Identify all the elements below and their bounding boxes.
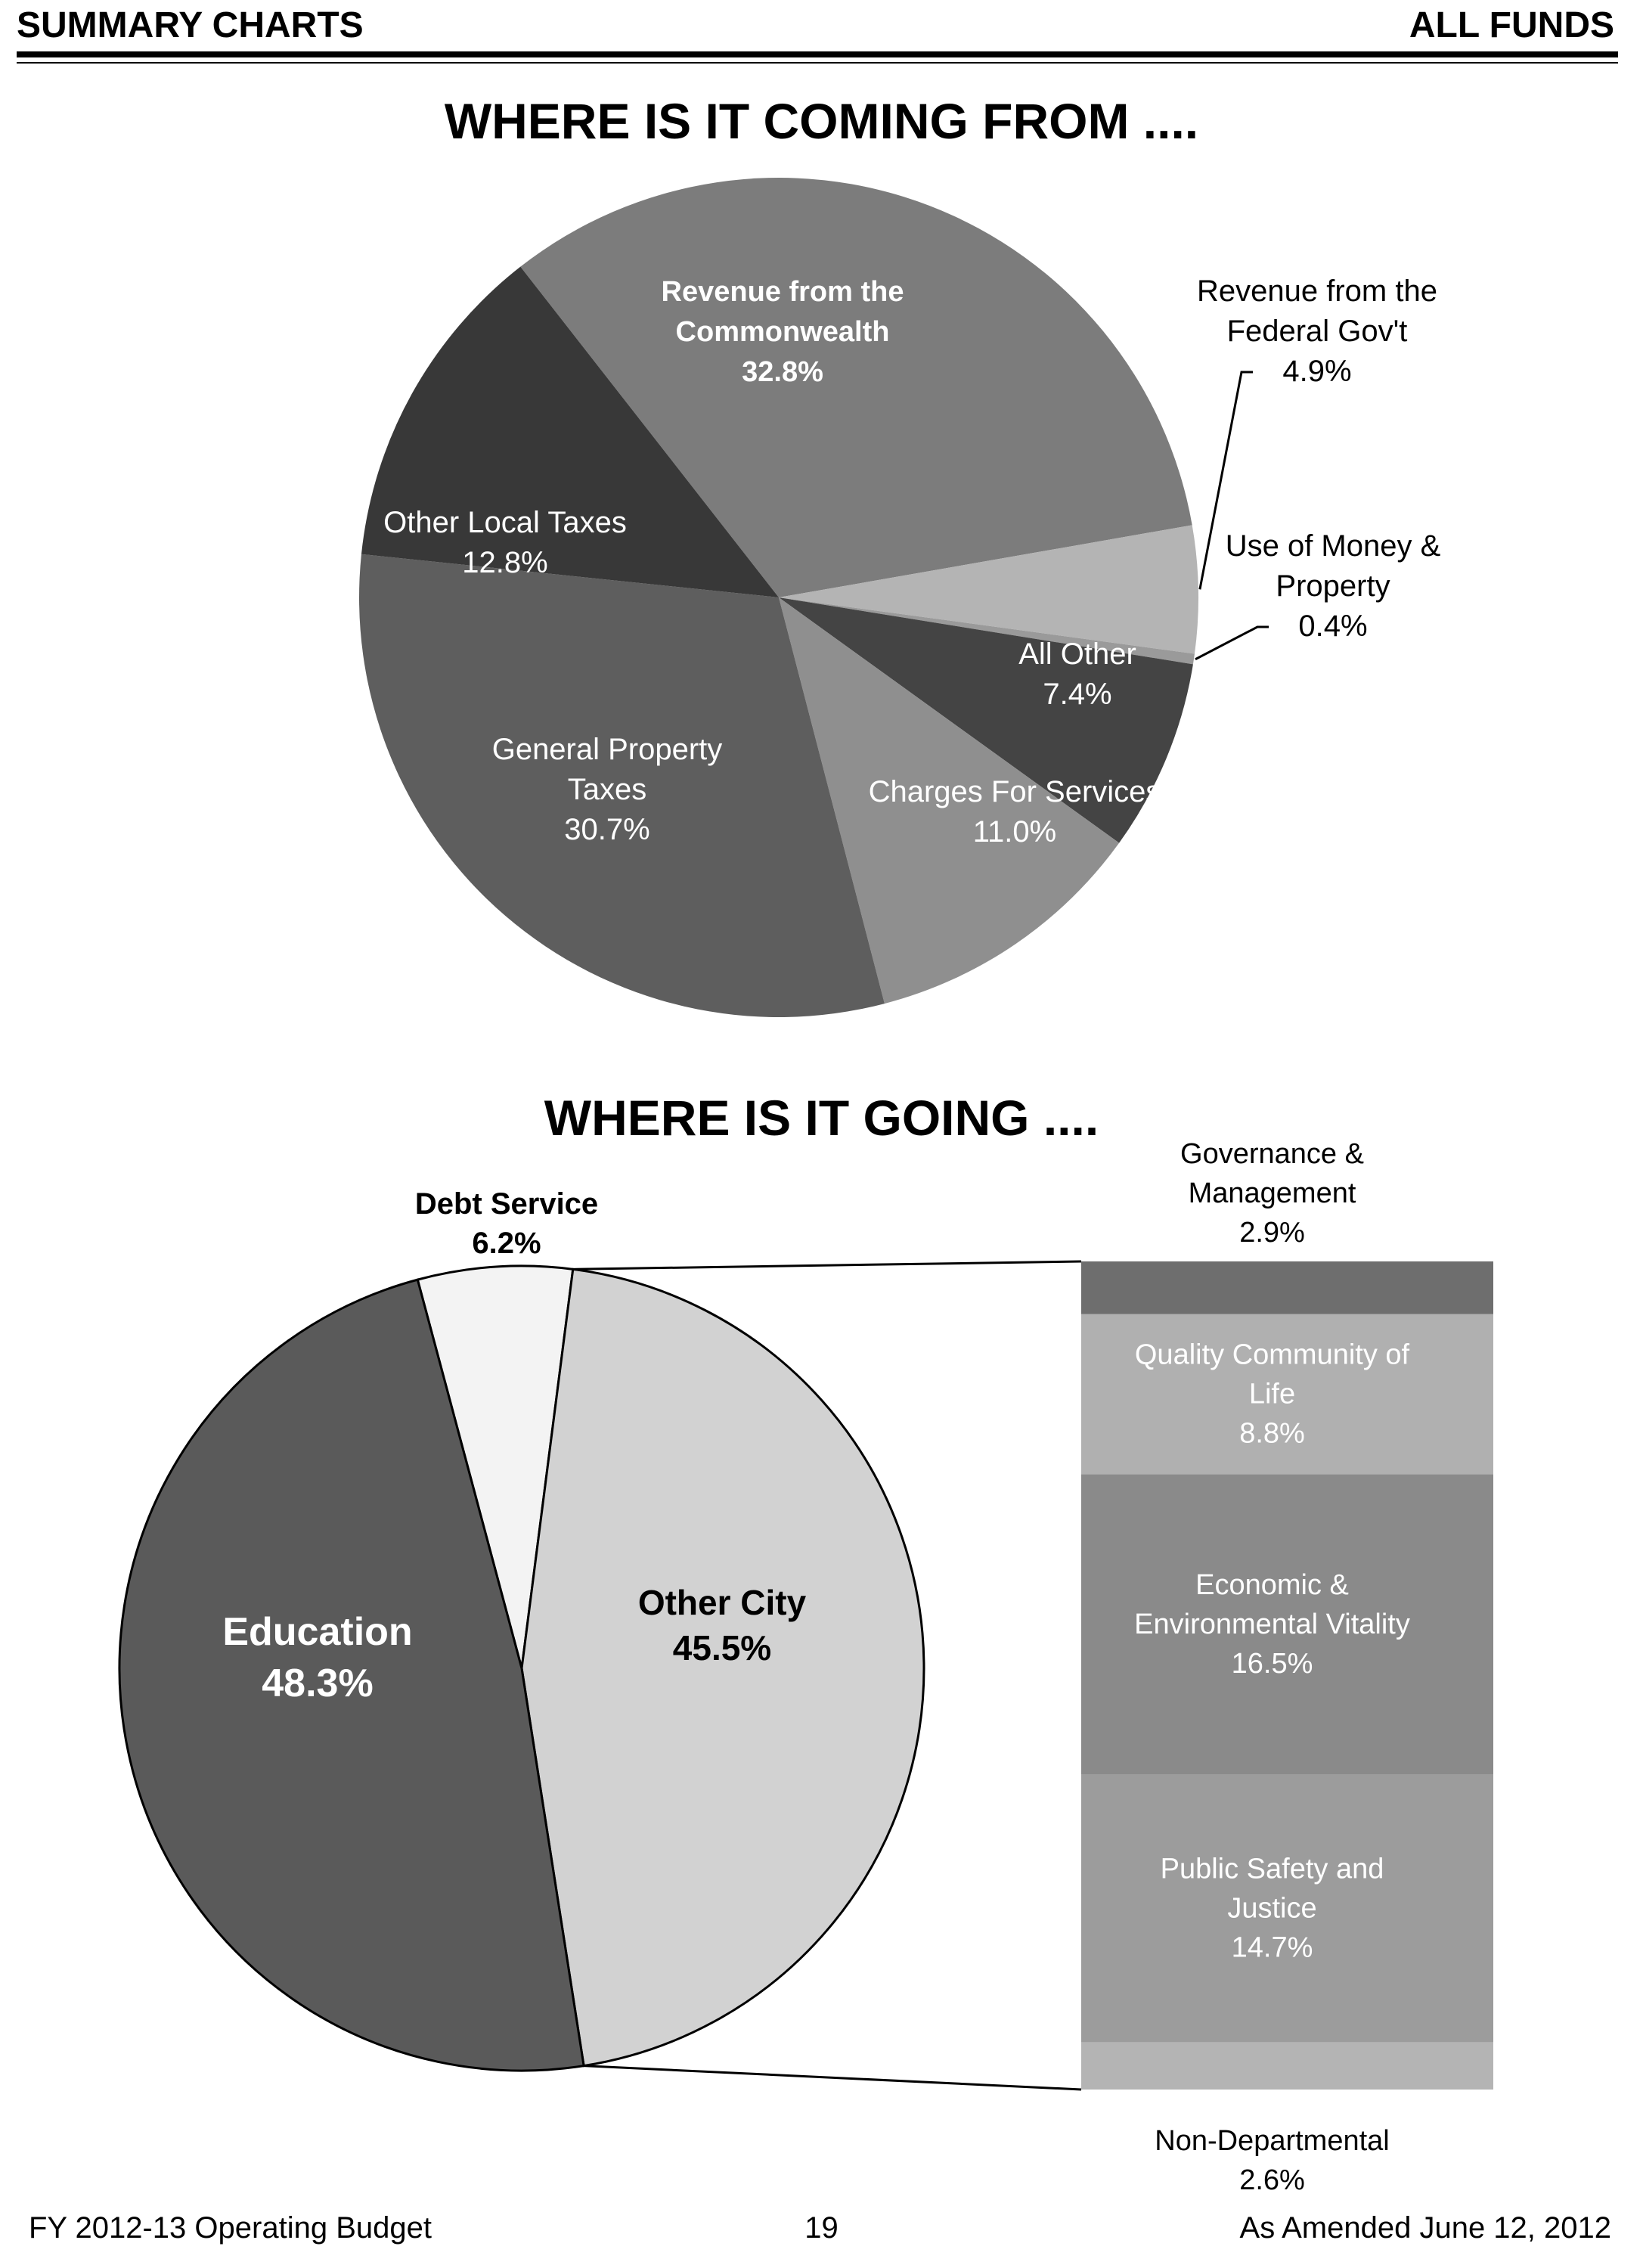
pie2-label-1: Other City 45.5% bbox=[638, 1583, 807, 1668]
bar-label-0-line: Management bbox=[1189, 1177, 1356, 1209]
pie1-label-1-line: Revenue from the bbox=[1197, 275, 1437, 308]
pie1-label-5-line: General Property bbox=[492, 733, 723, 766]
header-right: ALL FUNDS bbox=[1409, 5, 1614, 45]
pie1-slice-1 bbox=[779, 525, 1199, 654]
footer-page-number: 19 bbox=[804, 2211, 839, 2245]
pie1-label-0-line: 32.8% bbox=[742, 356, 823, 388]
bar-label-1-line: Life bbox=[1249, 1379, 1295, 1410]
pie1-label-1-line: 4.9% bbox=[1282, 355, 1351, 388]
bar-label-2-line: 16.5% bbox=[1232, 1648, 1313, 1680]
bar-label-3: Public Safety and Justice 14.7% bbox=[1161, 1854, 1384, 1964]
pie1-label-4-line: Charges For Services bbox=[869, 775, 1161, 808]
pie1-label-5-line: 30.7% bbox=[564, 813, 649, 846]
pie1-label-3-line: 7.4% bbox=[1043, 678, 1111, 711]
pie1-slice-4 bbox=[779, 597, 1120, 1004]
pie1-label-1-line: Federal Gov't bbox=[1227, 315, 1408, 348]
bar-label-3-line: 14.7% bbox=[1232, 1932, 1313, 1964]
pie2-slice-1 bbox=[520, 1267, 925, 2068]
pie1-label-3: All Other 7.4% bbox=[1018, 638, 1136, 711]
bar-segment-1 bbox=[1081, 1314, 1493, 1475]
header-rule-thin bbox=[17, 62, 1618, 64]
pie1-label-2: Use of Money & Property 0.4% bbox=[1226, 529, 1441, 643]
pie2-label-1-line: 45.5% bbox=[673, 1628, 771, 1668]
bar-label-4-line: 2.6% bbox=[1239, 2164, 1305, 2196]
bar-label-0: Governance & Management 2.9% bbox=[1180, 1138, 1364, 1249]
pie1-slice-5 bbox=[359, 554, 885, 1017]
pie1-slice-6 bbox=[361, 266, 780, 597]
pie1-label-5-line: Taxes bbox=[568, 773, 647, 806]
chart-2-title: WHERE IS IT GOING .... bbox=[544, 1090, 1099, 1146]
pie1-label-6-line: Other Local Taxes bbox=[383, 506, 627, 539]
pie-coming-from: Revenue from the Commonwealth 32.8%Revenue… bbox=[359, 177, 1441, 1017]
pie2-label-0-line: Debt Service bbox=[415, 1187, 598, 1221]
bar-label-2-line: Economic & bbox=[1195, 1569, 1349, 1601]
bar-label-1-line: 8.8% bbox=[1239, 1418, 1305, 1450]
pie1-label-0-line: Commonwealth bbox=[676, 316, 890, 348]
pie1-label-3-line: All Other bbox=[1018, 638, 1136, 671]
pie1-label-4: Charges For Services 11.0% bbox=[869, 775, 1161, 849]
pie2-label-1-line: Other City bbox=[638, 1583, 807, 1622]
pie2-label-2: Education 48.3% bbox=[222, 1610, 412, 1705]
bar-label-2: Economic & Environmental Vitality 16.5% bbox=[1134, 1569, 1410, 1680]
pie2-slice-2 bbox=[118, 1278, 585, 2072]
bar-label-1-line: Quality Community of bbox=[1135, 1339, 1410, 1371]
bar-label-1: Quality Community of Life 8.8% bbox=[1135, 1339, 1410, 1450]
pie1-label-2-line: 0.4% bbox=[1298, 610, 1367, 643]
pie1-label-4-line: 11.0% bbox=[973, 815, 1056, 849]
connector-top bbox=[572, 1260, 1082, 1271]
pie1-label-0-line: Revenue from the bbox=[662, 276, 904, 308]
bar-segment-3 bbox=[1081, 1774, 1493, 2043]
pie1-slice-3 bbox=[779, 597, 1193, 843]
pie1-slice-0 bbox=[520, 177, 1192, 598]
pie1-leader-1 bbox=[1198, 371, 1253, 590]
connector-bottom bbox=[584, 2065, 1082, 2091]
pie2-label-0-line: 6.2% bbox=[472, 1227, 541, 1260]
pie2-label-2-line: 48.3% bbox=[262, 1661, 373, 1705]
pie1-label-5: General Property Taxes 30.7% bbox=[492, 733, 723, 846]
pie1-label-1: Revenue from the Federal Gov't 4.9% bbox=[1197, 275, 1437, 388]
bar-label-3-line: Justice bbox=[1227, 1893, 1316, 1925]
header-rule bbox=[17, 51, 1618, 57]
chart-1-title: WHERE IS IT COMING FROM .... bbox=[444, 93, 1199, 149]
pie2-label-2-line: Education bbox=[222, 1610, 412, 1654]
header-left: SUMMARY CHARTS bbox=[17, 5, 364, 45]
pie-going-to: Debt Service 6.2% Other City 45.5% Education… bbox=[118, 1187, 925, 2072]
pie1-leader-2 bbox=[1195, 625, 1269, 661]
footer-left: FY 2012-13 Operating Budget bbox=[29, 2211, 432, 2245]
pie1-label-6-line: 12.8% bbox=[462, 546, 547, 579]
bar-segment-4 bbox=[1081, 2042, 1493, 2090]
breakdown-bar: Governance & Management 2.9% Quality Commun… bbox=[572, 1138, 1493, 2196]
bar-segment-2 bbox=[1081, 1474, 1493, 1775]
footer-right: As Amended June 12, 2012 bbox=[1239, 2211, 1611, 2245]
pie1-label-0: Revenue from the Commonwealth 32.8% bbox=[662, 276, 904, 388]
pie1-label-2-line: Use of Money & bbox=[1226, 529, 1441, 563]
bar-label-4: Non-Departmental 2.6% bbox=[1155, 2125, 1389, 2196]
bar-label-2-line: Environmental Vitality bbox=[1134, 1609, 1410, 1640]
bar-label-3-line: Public Safety and bbox=[1161, 1854, 1384, 1885]
pie1-label-2-line: Property bbox=[1276, 569, 1390, 603]
pie1-label-6: Other Local Taxes 12.8% bbox=[383, 506, 627, 579]
bar-label-0-line: Governance & bbox=[1180, 1138, 1364, 1170]
bar-label-0-line: 2.9% bbox=[1239, 1217, 1305, 1249]
pie2-label-0: Debt Service 6.2% bbox=[415, 1187, 598, 1260]
pie1-slice-2 bbox=[779, 597, 1195, 665]
bar-segment-0 bbox=[1081, 1261, 1493, 1314]
bar-label-4-line: Non-Departmental bbox=[1155, 2125, 1389, 2157]
